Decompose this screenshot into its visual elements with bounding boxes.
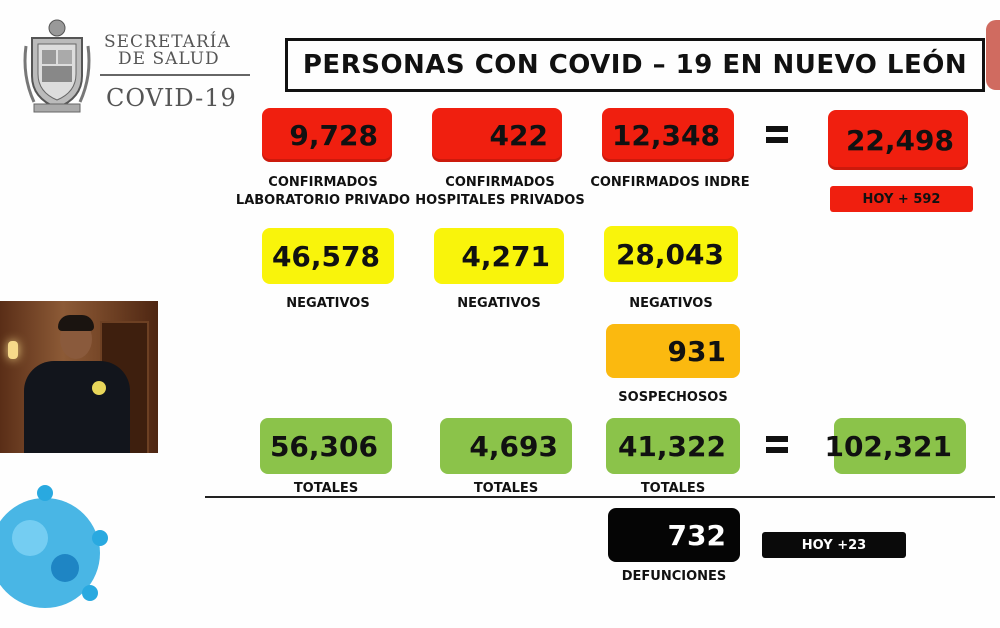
org-line1: SECRETARÍA [104,32,231,52]
totales-indre-value: 41,322 [606,418,740,474]
confirmados-privado-label-line2: LABORATORIO PRIVADO [235,193,411,208]
nuevo-leon-seal-icon [23,19,91,113]
confirmados-privado-label-line1: CONFIRMADOS [268,175,378,190]
confirmados-indre-value: 12,348 [602,108,734,162]
confirmados-indre-label: CONFIRMADOS INDRE [590,175,750,190]
totales-indre-label: TOTALES [640,481,706,496]
interpreter-video [0,301,158,453]
org-line3: COVID-19 [106,84,237,112]
negativos-hospitales-value: 4,271 [434,228,564,284]
confirmados-hospitales-value: 422 [432,108,562,162]
defunciones-value: 732 [608,508,740,562]
virus-decoration-icon [0,485,108,608]
defunciones-hoy-badge: HOY +23 [762,532,906,558]
negativos-indre-value: 28,043 [604,226,738,282]
org-line2: DE SALUD [118,49,220,69]
confirmados-hospitales-label-line1: CONFIRMADOS [445,175,555,190]
confirmados-hospitales-label: CONFIRMADOS HOSPITALES PRIVADOS [412,174,588,210]
negativos-hospitales-label: NEGATIVOS [457,296,541,311]
equals-sign-icon [766,436,788,458]
confirmados-total-value: 22,498 [828,110,968,170]
confirmados-hoy-badge: HOY + 592 [830,186,973,212]
negativos-indre-label: NEGATIVOS [629,296,713,311]
totales-hospitales-label: TOTALES [473,481,539,496]
confirmados-hospitales-label-line2: HOSPITALES PRIVADOS [415,193,585,208]
logo-divider [100,74,250,76]
sospechosos-label: SOSPECHOSOS [618,390,728,405]
defunciones-label: DEFUNCIONES [621,569,727,584]
equals-sign-icon [766,126,788,148]
confirmados-privado-label: CONFIRMADOS LABORATORIO PRIVADO [232,174,414,210]
totales-hospitales-value: 4,693 [440,418,572,474]
negativos-privado-value: 46,578 [262,228,394,284]
secretaria-salud-logo: SECRETARÍA DE SALUD COVID-19 [14,16,250,120]
gran-total-value: 102,321 [824,418,966,474]
page-title: PERSONAS CON COVID – 19 EN NUEVO LEÓN [285,38,985,92]
totales-privado-value: 56,306 [260,418,392,474]
sospechosos-value: 931 [606,324,740,378]
negativos-privado-label: NEGATIVOS [286,296,370,311]
corner-virus-graphic [986,20,1000,90]
confirmados-privado-value: 9,728 [262,108,392,162]
section-divider [205,496,995,498]
totales-privado-label: TOTALES [293,481,359,496]
